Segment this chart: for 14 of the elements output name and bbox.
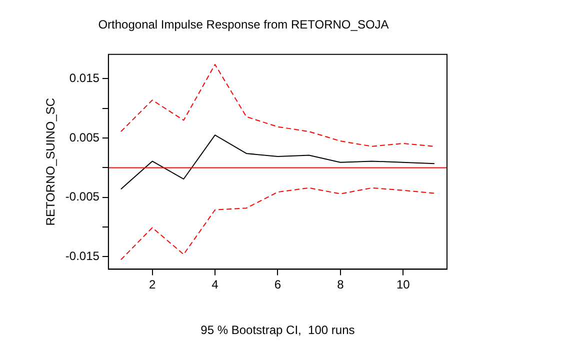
line-series bbox=[120, 64, 435, 147]
chart-title: Orthogonal Impulse Response from RETORNO_SOJA bbox=[98, 18, 389, 32]
y-tick-label: -0.005 bbox=[65, 190, 100, 204]
y-tick-label: 0.015 bbox=[69, 71, 100, 86]
x-tick-label: 2 bbox=[148, 278, 156, 292]
x-tick-label: 4 bbox=[212, 278, 219, 292]
y-tick-label: 0.005 bbox=[69, 130, 100, 144]
x-axis-title: 95 % Bootstrap CI, 100 runs bbox=[200, 323, 355, 338]
x-tick-label: 6 bbox=[274, 278, 282, 292]
y-axis-title: RETORNO_SUINO_SC bbox=[44, 98, 58, 226]
y-tick-label: -0.015 bbox=[65, 249, 100, 264]
x-tick-label: 10 bbox=[396, 278, 410, 292]
line-series bbox=[120, 187, 435, 260]
x-tick-label: 8 bbox=[337, 278, 344, 292]
